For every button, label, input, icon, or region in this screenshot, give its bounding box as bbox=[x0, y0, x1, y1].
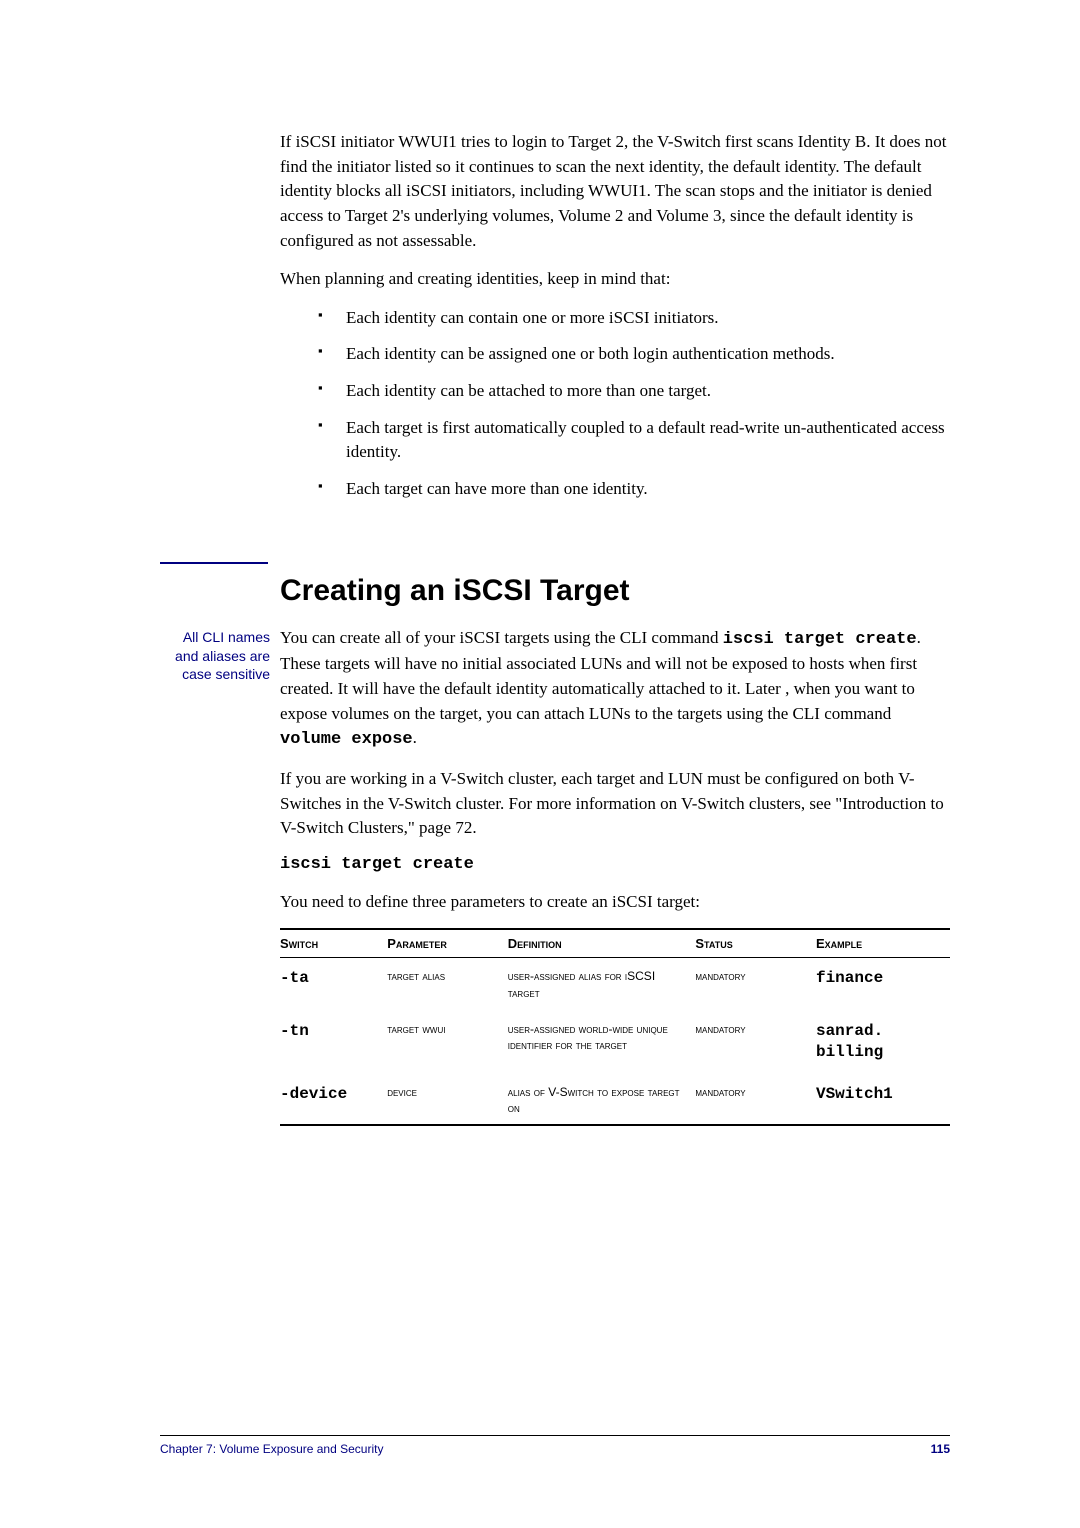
table-row: -ta target alias user-assigned alias for… bbox=[280, 958, 950, 1011]
bullet-item: Each target can have more than one ident… bbox=[318, 477, 950, 502]
cell-parameter: target wwui bbox=[387, 1011, 508, 1074]
section-rule bbox=[160, 562, 268, 564]
cell-example: finance bbox=[816, 958, 950, 1011]
intro-para-2: When planning and creating identities, k… bbox=[280, 267, 950, 292]
page: If iSCSI initiator WWUI1 tries to login … bbox=[0, 0, 1080, 1126]
bullet-item: Each identity can contain one or more iS… bbox=[318, 306, 950, 331]
col-header-status: Status bbox=[695, 929, 816, 958]
cell-example: sanrad. billing bbox=[816, 1011, 950, 1074]
cell-status: mandatory bbox=[695, 1011, 816, 1074]
table-header-row: Switch Parameter Definition Status Examp… bbox=[280, 929, 950, 958]
intro-para-1: If iSCSI initiator WWUI1 tries to login … bbox=[280, 130, 950, 253]
section-body-wrap: All CLI names and aliases are case sensi… bbox=[160, 626, 950, 1127]
cell-definition: user-assigned alias for iSCSI target bbox=[508, 958, 696, 1011]
col-header-example: Example bbox=[816, 929, 950, 958]
cell-switch: -tn bbox=[280, 1011, 387, 1074]
cell-definition: alias of V-Switch to expose taregt on bbox=[508, 1074, 696, 1125]
bullet-item: Each identity can be assigned one or bot… bbox=[318, 342, 950, 367]
col-header-definition: Definition bbox=[508, 929, 696, 958]
section-body: You can create all of your iSCSI targets… bbox=[280, 626, 950, 1127]
cell-definition: user-assigned world-wide unique identifi… bbox=[508, 1011, 696, 1074]
cell-switch: -ta bbox=[280, 958, 387, 1011]
cell-switch: -device bbox=[280, 1074, 387, 1125]
bullet-item: Each identity can be attached to more th… bbox=[318, 379, 950, 404]
command-line: iscsi target create bbox=[280, 855, 950, 874]
intro-block: If iSCSI initiator WWUI1 tries to login … bbox=[280, 130, 950, 502]
sidebar-note: All CLI names and aliases are case sensi… bbox=[158, 628, 270, 685]
parameter-table: Switch Parameter Definition Status Examp… bbox=[280, 928, 950, 1126]
inline-code: volume expose bbox=[280, 730, 413, 749]
section-title: Creating an iSCSI Target bbox=[280, 574, 950, 608]
cell-example: VSwitch1 bbox=[816, 1074, 950, 1125]
section-para-1: You can create all of your iSCSI targets… bbox=[280, 626, 950, 753]
section-para-2: If you are working in a V-Switch cluster… bbox=[280, 767, 950, 841]
inline-code: iscsi target create bbox=[723, 630, 917, 649]
bullet-item: Each target is first automatically coupl… bbox=[318, 416, 950, 465]
text-run: You can create all of your iSCSI targets… bbox=[280, 628, 723, 647]
col-header-switch: Switch bbox=[280, 929, 387, 958]
cell-status: mandatory bbox=[695, 1074, 816, 1125]
cell-parameter: target alias bbox=[387, 958, 508, 1011]
footer-page-number: 115 bbox=[931, 1442, 950, 1456]
col-header-parameter: Parameter bbox=[387, 929, 508, 958]
cell-parameter: device bbox=[387, 1074, 508, 1125]
section-para-3: You need to define three parameters to c… bbox=[280, 890, 950, 915]
table-row: -tn target wwui user-assigned world-wide… bbox=[280, 1011, 950, 1074]
footer-chapter: Chapter 7: Volume Exposure and Security bbox=[160, 1442, 383, 1456]
intro-bullets: Each identity can contain one or more iS… bbox=[318, 306, 950, 502]
page-footer: Chapter 7: Volume Exposure and Security … bbox=[160, 1435, 950, 1456]
cell-status: mandatory bbox=[695, 958, 816, 1011]
text-run: . bbox=[413, 728, 417, 747]
table-row: -device device alias of V-Switch to expo… bbox=[280, 1074, 950, 1125]
